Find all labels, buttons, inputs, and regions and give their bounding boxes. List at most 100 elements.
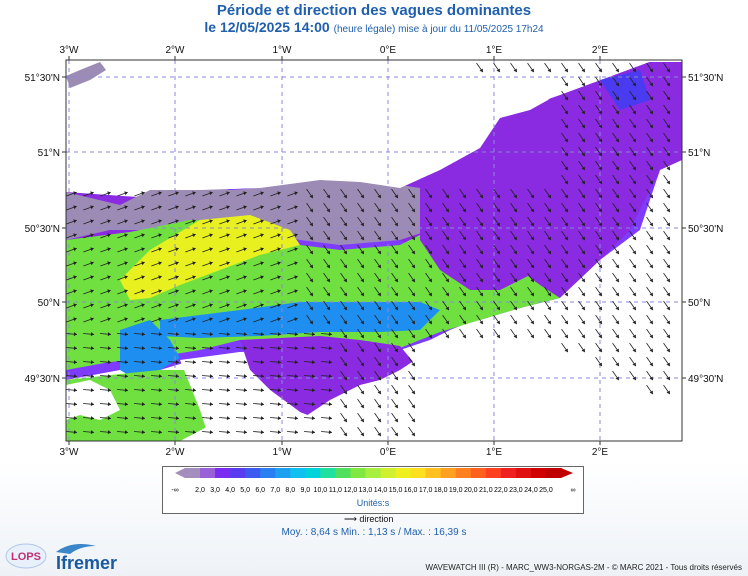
- arrow-head: [666, 236, 670, 241]
- arrow-head: [90, 332, 94, 337]
- arrow-head: [260, 219, 264, 224]
- arrow-head: [294, 402, 298, 407]
- arrow: [151, 317, 162, 323]
- ifremer-logo: Ifremer: [56, 544, 117, 572]
- arrow-head: [547, 194, 551, 199]
- legend-swatch-17: [440, 468, 457, 478]
- arrow-head: [209, 430, 213, 435]
- arrow-head: [581, 180, 585, 185]
- arrow-head: [243, 247, 247, 252]
- arrow-head: [547, 306, 551, 311]
- legend-value-11: 13,0: [359, 487, 373, 494]
- arrow: [117, 275, 128, 281]
- arrow: [167, 430, 180, 435]
- arrow-head: [615, 278, 619, 283]
- arrow: [100, 247, 111, 253]
- arrow-head: [598, 96, 602, 101]
- arrow: [374, 216, 382, 227]
- arrow: [646, 230, 654, 241]
- arrow: [408, 272, 416, 283]
- arrow: [459, 300, 467, 311]
- arrow-head: [666, 180, 670, 185]
- arrow: [578, 188, 586, 199]
- arrow: [527, 272, 535, 283]
- arrow-head: [73, 275, 77, 280]
- arrow-head: [411, 264, 415, 269]
- arrow-head: [141, 233, 145, 238]
- arrow-head: [377, 306, 381, 311]
- arrow: [320, 360, 333, 365]
- arrow: [83, 233, 94, 239]
- arrow-head: [226, 346, 230, 351]
- lops-logo-text: LOPS: [11, 551, 41, 563]
- arrow: [425, 328, 433, 339]
- arrow: [150, 388, 163, 393]
- arrow: [219, 247, 230, 253]
- arrow-head: [243, 275, 247, 280]
- forecast-date-line: le 12/05/2025 14:00 (heure légale) mise …: [0, 19, 748, 35]
- arrow-head: [666, 152, 670, 157]
- arrow-head: [260, 346, 264, 351]
- arrow: [425, 188, 433, 199]
- arrow-head: [445, 264, 449, 269]
- arrow: [476, 286, 484, 297]
- arrow: [151, 233, 162, 239]
- arrow-head: [564, 278, 568, 283]
- arrow-head: [462, 334, 466, 339]
- arrow: [561, 62, 569, 73]
- arrow: [544, 300, 552, 311]
- arrow-head: [666, 250, 670, 255]
- arrow-head: [260, 191, 264, 196]
- arrow-head: [462, 208, 466, 213]
- arrow: [184, 402, 197, 407]
- arrow-head: [141, 374, 145, 379]
- arrow: [391, 300, 399, 311]
- arrow-head: [260, 416, 264, 421]
- arrow: [595, 258, 603, 269]
- arrow: [134, 261, 145, 267]
- arrow-head: [158, 332, 162, 337]
- arrow: [527, 244, 535, 255]
- arrow: [646, 384, 654, 395]
- arrow: [663, 146, 671, 157]
- arrow-head: [581, 68, 585, 73]
- arrow-head: [513, 306, 517, 311]
- arrow-head: [343, 362, 347, 367]
- arrow-head: [632, 264, 636, 269]
- arrow-head: [479, 278, 483, 283]
- arrow: [425, 202, 433, 213]
- arrow-head: [107, 191, 111, 196]
- arrow: [303, 360, 316, 365]
- arrow-head: [328, 416, 332, 421]
- arrow-head: [343, 348, 347, 353]
- arrow: [340, 342, 348, 353]
- arrow: [65, 430, 78, 435]
- arrow-head: [90, 416, 94, 421]
- arrow: [612, 342, 620, 353]
- arrow-head: [277, 191, 281, 196]
- arrow: [612, 258, 620, 269]
- arrow: [391, 258, 399, 269]
- arrow-head: [107, 332, 111, 337]
- arrow-head: [445, 194, 449, 199]
- arrow-head: [73, 416, 77, 421]
- arrow-head: [394, 390, 398, 395]
- arrow-head: [209, 191, 213, 196]
- arrow: [134, 303, 145, 309]
- legend-value-10: 12,0: [344, 487, 358, 494]
- arrow-head: [277, 303, 281, 308]
- arrow: [219, 261, 230, 267]
- arrow: [646, 76, 654, 87]
- arrow-head: [649, 82, 653, 87]
- arrow: [561, 174, 569, 185]
- arrow: [374, 384, 382, 395]
- arrow-head: [394, 194, 398, 199]
- arrow: [133, 346, 146, 351]
- arrow-head: [226, 332, 230, 337]
- arrow: [99, 430, 112, 435]
- arrow: [219, 219, 230, 225]
- arrow: [595, 132, 603, 143]
- arrow-head: [666, 320, 670, 325]
- arrow-head: [73, 205, 77, 210]
- arrow-head: [564, 82, 568, 87]
